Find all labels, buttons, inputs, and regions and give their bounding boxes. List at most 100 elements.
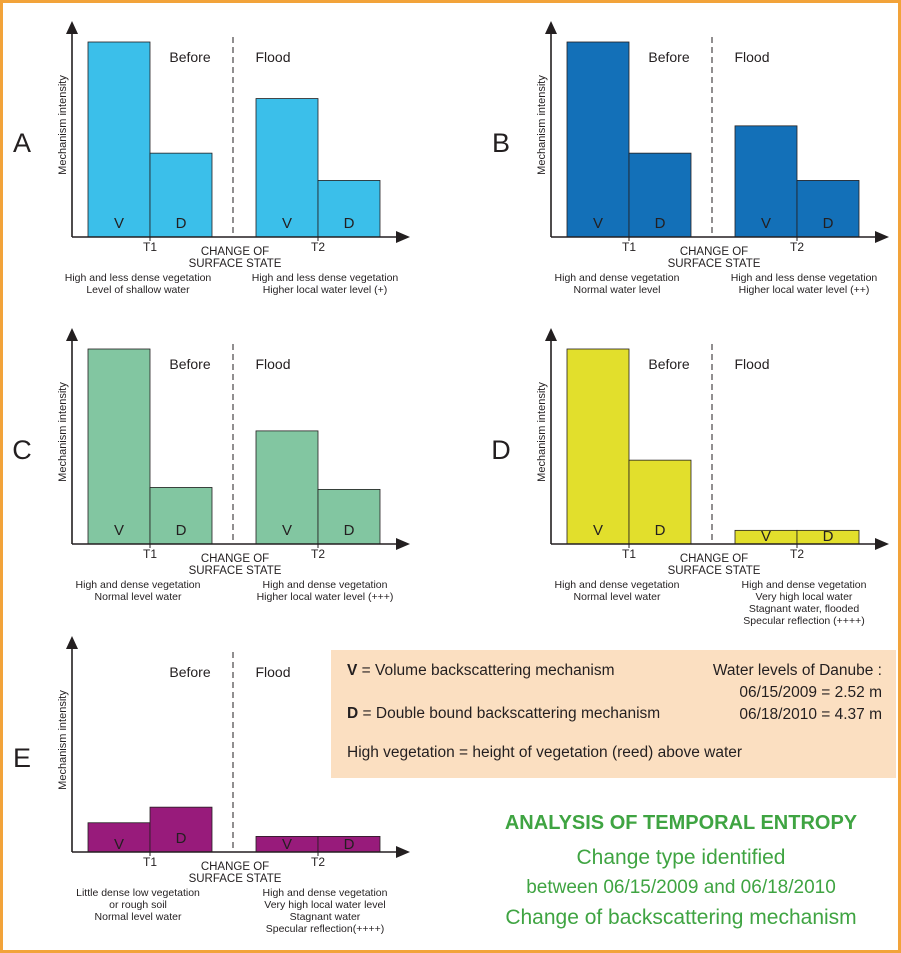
panel-b-bar-flood-d-label: D [823, 215, 834, 232]
panel-b-bar-flood-d [796, 180, 860, 238]
panel-e-before-caption-1: Little dense low vegetation [76, 887, 200, 899]
panel-c-flood-caption-1: High and dense vegetation [263, 579, 388, 591]
panel-c-t2-label: T2 [311, 547, 325, 561]
panel-a-change-label-2: SURFACE STATE [189, 258, 282, 270]
panel-d-bar-before-v-label: V [593, 522, 603, 539]
panel-a-change-label-1: CHANGE OF [201, 246, 269, 258]
panel-b-x-axis-arrow [875, 231, 889, 243]
panel-c-bar-before-v [87, 348, 151, 545]
panel-a-y-axis-label: Mechanism intensity [57, 75, 69, 175]
panel-d-x-axis-arrow [875, 538, 889, 550]
panel-a-flood-label: Flood [255, 49, 290, 65]
panel-e-flood-caption-2: Very high local water level [264, 899, 385, 911]
panel-a-bar-flood-d-label: D [344, 215, 355, 232]
legend-box: V = Volume backscattering mechanism D = … [331, 650, 896, 778]
panel-d-before-label: Before [648, 356, 689, 372]
panel-c-bar-before-d-label: D [176, 522, 187, 539]
panel-c-y-axis-arrow [66, 328, 78, 341]
panel-d-bar-before-d-label: D [655, 522, 666, 539]
panel-b-y-axis-arrow [545, 21, 557, 34]
panel-c-bar-flood-v [255, 430, 319, 545]
panel-a-bar-before-v-label: V [114, 215, 124, 232]
panel-d-change-label-2: SURFACE STATE [668, 565, 761, 577]
panel-a-bar-before-v [87, 41, 151, 238]
panel-d-y-axis-label: Mechanism intensity [536, 382, 548, 482]
panel-d-flood-caption-1: High and dense vegetation [742, 579, 867, 591]
panel-b-t2-label: T2 [790, 240, 804, 254]
panel-c-flood-label: Flood [255, 356, 290, 372]
panel-a-bar-flood-d [317, 180, 381, 238]
panel-b-t1-label: T1 [622, 240, 636, 254]
water-levels: Water levels of Danube : 06/15/2009 = 2.… [713, 660, 882, 726]
panel-a-letter: A [13, 128, 31, 158]
panel-b-change-label-1: CHANGE OF [680, 246, 748, 258]
panel-c-before-label: Before [169, 356, 210, 372]
panel-b-before-caption-1: High and dense vegetation [555, 272, 680, 284]
panel-d-bar-before-d [628, 459, 692, 545]
panel-b-flood-caption-1: High and less dense vegetation [731, 272, 878, 284]
panel-e: E Mechanism intensity V D V D T1 T2 Before Flood C… [13, 636, 410, 935]
panel-c: C Mechanism intensity V D V D T1 T2 Before Flood C… [12, 328, 410, 603]
panel-b-change-label-2: SURFACE STATE [668, 258, 761, 270]
analysis-block: ANALYSIS OF TEMPORAL ENTROPY Change type… [470, 812, 892, 933]
panel-d-flood-label: Flood [734, 356, 769, 372]
panel-e-bar-flood-d-label: D [344, 836, 355, 853]
panel-a-before-caption-1: High and less dense vegetation [65, 272, 212, 284]
panel-d-letter: D [491, 435, 511, 465]
panel-e-t2-label: T2 [311, 855, 325, 869]
panel-e-flood-caption-4: Specular reflection(++++) [266, 923, 384, 935]
panel-d-bar-flood-v-label: V [761, 528, 771, 545]
panel-c-bar-flood-v-label: V [282, 522, 292, 539]
panel-a-bar-before-d-label: D [176, 215, 187, 232]
panel-e-change-label-2: SURFACE STATE [189, 873, 282, 885]
panel-d-y-axis-arrow [545, 328, 557, 341]
panel-a-flood-caption-2: Higher local water level (+) [263, 284, 388, 296]
panel-d-change-label-1: CHANGE OF [680, 553, 748, 565]
panel-d-bar-flood-d-label: D [823, 528, 834, 545]
panel-e-change-label-1: CHANGE OF [201, 861, 269, 873]
panel-d-flood-caption-2: Very high local water [756, 591, 853, 603]
panel-a-flood-caption-1: High and less dense vegetation [252, 272, 399, 284]
panel-b: B Mechanism intensity V D V D T1 T2 Before Flood C… [492, 21, 889, 296]
water-level-2010: 06/18/2010 = 4.37 m [739, 706, 882, 723]
legend-d-key: D [347, 705, 359, 722]
water-levels-title: Water levels of Danube : [712, 662, 882, 679]
water-level-2009: 06/15/2009 = 2.52 m [739, 684, 882, 701]
panel-a-x-axis-arrow [396, 231, 410, 243]
panel-c-change-label-1: CHANGE OF [201, 553, 269, 565]
legend-v-key: V [347, 662, 358, 679]
panel-d: D Mechanism intensity V D V D T1 T2 Before Flood C… [491, 328, 889, 627]
panel-b-flood-label: Flood [734, 49, 769, 65]
panel-d-flood-caption-3: Stagnant water, flooded [749, 603, 859, 615]
panel-e-flood-caption-1: High and dense vegetation [263, 887, 388, 899]
panel-e-before-caption-3: Normal level water [95, 911, 182, 923]
legend-v-text: = Volume backscattering mechanism [361, 662, 615, 679]
panel-b-flood-caption-2: Higher local water level (++) [739, 284, 870, 296]
panel-a-bar-flood-v [255, 98, 319, 238]
panel-a-t1-label: T1 [143, 240, 157, 254]
panel-e-x-axis-arrow [396, 846, 410, 858]
panel-e-t1-label: T1 [143, 855, 157, 869]
panel-c-y-axis-label: Mechanism intensity [57, 382, 69, 482]
panel-d-t2-label: T2 [790, 547, 804, 561]
panel-d-flood-caption-4: Specular reflection (++++) [743, 615, 864, 627]
panel-c-before-caption-1: High and dense vegetation [76, 579, 201, 591]
panel-c-t1-label: T1 [143, 547, 157, 561]
panel-b-bar-flood-v [734, 125, 798, 238]
panel-d-t1-label: T1 [622, 547, 636, 561]
legend-d-row: D = Double bound backscattering mechanis… [347, 705, 660, 723]
panel-a-bar-flood-v-label: V [282, 215, 292, 232]
panel-b-bar-before-d [628, 152, 692, 238]
panel-a-t2-label: T2 [311, 240, 325, 254]
analysis-line-1: Change type identified [576, 846, 786, 869]
panel-e-flood-caption-3: Stagnant water [290, 911, 361, 923]
panel-b-y-axis-label: Mechanism intensity [536, 75, 548, 175]
panels-layer: A Mechanism intensity V D V D T1 T2 Before Flood C… [12, 21, 889, 935]
panel-a: A Mechanism intensity V D V D T1 T2 Before Flood C… [13, 21, 410, 296]
panel-e-y-axis-label: Mechanism intensity [57, 690, 69, 790]
legend-high-vegetation: High vegetation = height of vegetation (… [347, 744, 743, 761]
legend-d-text: = Double bound backscattering mechanism [362, 705, 661, 722]
